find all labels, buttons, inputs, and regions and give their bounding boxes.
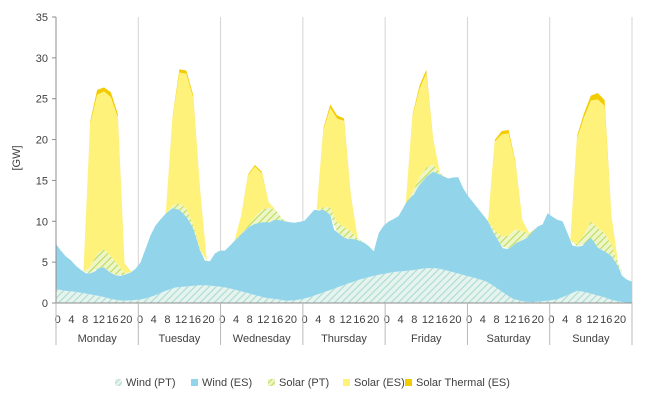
- hour-tick-label: 8: [247, 314, 253, 326]
- legend-swatch: [115, 379, 122, 386]
- hour-tick-label: 4: [480, 314, 486, 326]
- hour-tick-label: 12: [504, 314, 516, 326]
- legend-swatch: [405, 379, 412, 386]
- hour-tick-label: 16: [436, 314, 448, 326]
- y-tick-label: 15: [36, 175, 48, 187]
- axes: [55, 17, 632, 304]
- day-label: Friday: [411, 333, 442, 345]
- hour-tick-label: 12: [422, 314, 434, 326]
- legend-swatch: [191, 379, 198, 386]
- hour-tick-label: 12: [175, 314, 187, 326]
- legend-swatch: [343, 379, 350, 386]
- wind-es-area: [56, 171, 632, 303]
- hour-tick-label: 4: [315, 314, 321, 326]
- legend-label: Wind (PT): [126, 377, 176, 389]
- hour-tick-label: 20: [614, 314, 626, 326]
- legend-label: Solar Thermal (ES): [416, 377, 510, 389]
- x-axis-day-labels: Monday Tuesday Wednesday Thursday Friday Satu…: [55, 303, 633, 345]
- hour-tick-label: 16: [271, 314, 283, 326]
- y-axis-label: [GW]: [11, 145, 23, 170]
- day-label: Thursday: [321, 333, 367, 345]
- hour-tick-label: 20: [202, 314, 214, 326]
- legend-swatch: [268, 379, 275, 386]
- hour-tick-label: 0: [384, 314, 390, 326]
- hour-tick-label: 12: [93, 314, 105, 326]
- hour-tick-label: 0: [548, 314, 554, 326]
- day-label: Tuesday: [159, 333, 201, 345]
- y-tick-label: 30: [36, 53, 48, 65]
- hour-tick-label: 8: [494, 314, 500, 326]
- hour-tick-label: 20: [367, 314, 379, 326]
- hour-tick-label: 20: [532, 314, 544, 326]
- y-tick-label: 20: [36, 135, 48, 147]
- y-axis-ticks: 0 5 10 15 20 25 30 35: [36, 12, 56, 310]
- hour-tick-label: 0: [219, 314, 225, 326]
- day-label: Wednesday: [233, 333, 291, 345]
- hour-tick-label: 20: [285, 314, 297, 326]
- hour-tick-label: 4: [68, 314, 74, 326]
- hour-tick-label: 8: [576, 314, 582, 326]
- series-areas: [56, 69, 632, 303]
- wind-pt-area: [56, 267, 632, 303]
- hour-tick-label: 16: [600, 314, 612, 326]
- gridlines: [55, 17, 633, 303]
- y-tick-label: 5: [42, 257, 48, 269]
- hour-tick-label: 12: [257, 314, 269, 326]
- hour-tick-label: 20: [449, 314, 461, 326]
- hour-tick-label: 16: [106, 314, 118, 326]
- day-label: Monday: [78, 333, 118, 345]
- hour-tick-label: 12: [340, 314, 352, 326]
- solar-pt-area: [56, 164, 632, 282]
- hour-tick-label: 4: [562, 314, 568, 326]
- solar-es-area: [56, 72, 632, 282]
- hour-tick-label: 16: [518, 314, 530, 326]
- legend-label: Solar (PT): [279, 377, 329, 389]
- y-tick-label: 10: [36, 216, 48, 228]
- day-label: Sunday: [572, 333, 610, 345]
- hour-tick-label: 8: [329, 314, 335, 326]
- hour-tick-label: 4: [233, 314, 239, 326]
- y-tick-label: 25: [36, 94, 48, 106]
- hour-tick-label: 12: [586, 314, 598, 326]
- hour-tick-label: 8: [82, 314, 88, 326]
- hour-tick-label: 16: [189, 314, 201, 326]
- x-axis-hour-ticks: 0 4 8 12 16 20 0 4 8 12 16 20 0 4 8 12 16 20 0 4 8 12 16 20 0 4 8 1…: [55, 314, 626, 326]
- hour-tick-label: 8: [164, 314, 170, 326]
- hour-tick-label: 4: [151, 314, 157, 326]
- hour-tick-label: 0: [302, 314, 308, 326]
- day-label: Saturday: [487, 333, 532, 345]
- legend-label: Solar (ES): [354, 377, 405, 389]
- hour-tick-label: 4: [398, 314, 404, 326]
- hour-tick-label: 8: [411, 314, 417, 326]
- legend-label: Wind (ES): [202, 377, 252, 389]
- hour-tick-label: 20: [120, 314, 132, 326]
- hour-tick-label: 16: [353, 314, 365, 326]
- y-tick-label: 0: [42, 298, 48, 310]
- hour-tick-label: 0: [466, 314, 472, 326]
- hour-tick-label: 0: [55, 314, 61, 326]
- hour-tick-label: 0: [137, 314, 143, 326]
- y-tick-label: 35: [36, 12, 48, 24]
- legend: Wind (PT) Wind (ES) Solar (PT) Solar (ES) So…: [115, 377, 510, 389]
